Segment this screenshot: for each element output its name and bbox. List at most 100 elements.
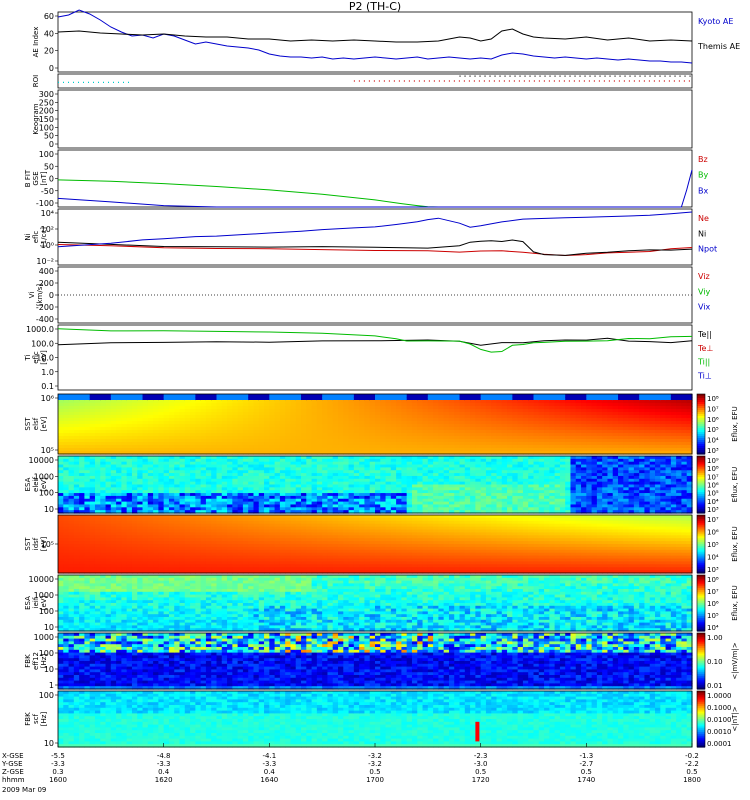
spectro-cell <box>353 394 360 398</box>
spectro-cell <box>496 406 503 410</box>
spectro-cell <box>353 433 360 437</box>
spectro-cell <box>332 397 339 401</box>
spectro-cell <box>322 439 329 443</box>
spectro-cell <box>89 451 96 455</box>
spectro-cell <box>655 439 661 443</box>
spectro-cell <box>63 481 70 486</box>
spectro-cell <box>301 418 307 422</box>
spectro-cell <box>443 418 450 422</box>
spectro-cell <box>147 442 154 446</box>
legend-label: Bz <box>698 155 708 164</box>
spectro-cell <box>544 442 550 446</box>
spectro-cell <box>480 409 487 413</box>
spectro-cell <box>639 451 646 455</box>
spectro-cell <box>116 498 122 503</box>
spectro-cell <box>338 409 344 413</box>
spectro-cell <box>322 418 329 422</box>
spectro-cell <box>227 400 233 404</box>
ylabel: [eV] <box>40 477 48 492</box>
spectro-cell <box>475 421 482 425</box>
spectro-cell <box>89 470 96 474</box>
spectro-cell <box>200 424 207 428</box>
spectro-cell <box>285 406 292 410</box>
spectro-cell <box>433 451 439 455</box>
spectro-cell <box>401 439 408 443</box>
spectro-cell <box>158 403 165 407</box>
ytick-label: 1.0 <box>41 368 54 377</box>
spectro-cell <box>68 473 75 477</box>
spectro-cell <box>63 473 70 477</box>
spectro-cell <box>264 430 270 434</box>
spectro-cell <box>79 498 86 503</box>
spectro-cell <box>126 487 133 491</box>
spectro-cell <box>163 439 170 443</box>
spectro-cell <box>126 461 133 466</box>
spectro-cell <box>353 430 360 434</box>
spectro-cell <box>94 445 101 449</box>
spectro-cell <box>396 409 403 413</box>
spectro-cell <box>110 430 117 434</box>
spectro-cell <box>586 448 593 452</box>
spectro-cell <box>63 493 70 497</box>
spectro-cell <box>84 510 91 514</box>
spectro-cell <box>306 418 313 422</box>
spectro-cell <box>58 464 64 468</box>
spectro-cell <box>338 427 344 431</box>
spectro-cell <box>322 424 329 428</box>
spectro-cell <box>147 421 154 425</box>
spectro-cell <box>338 430 344 434</box>
spectro-cell <box>232 424 239 428</box>
spectro-cell <box>470 433 476 437</box>
spectro-cell <box>369 448 376 452</box>
spectro-cell <box>121 439 128 443</box>
spectro-cell <box>501 433 508 437</box>
spectro-cell <box>633 451 640 455</box>
spectro-cell <box>380 409 387 413</box>
spectro-cell <box>63 501 70 506</box>
spectro-cell <box>438 439 445 443</box>
spectro-cell <box>68 445 75 449</box>
spectro-cell <box>538 400 545 404</box>
spectro-cell <box>73 424 80 428</box>
spectro-cell <box>94 507 101 511</box>
spectro-cell <box>512 430 519 434</box>
spectro-cell <box>242 442 249 446</box>
spectro-cell <box>205 436 212 440</box>
spectro-cell <box>211 448 218 452</box>
spectro-cell <box>58 433 64 437</box>
spectro-cell <box>232 430 239 434</box>
spectro-cell <box>184 445 191 449</box>
spectro-cell <box>68 430 75 434</box>
spectro-cell <box>168 403 175 407</box>
spectro-cell <box>596 433 603 437</box>
spectro-cell <box>216 439 223 443</box>
spectro-cell <box>227 421 233 425</box>
spectro-cell <box>364 439 371 443</box>
spectro-cell <box>602 445 609 449</box>
spectro-cell <box>390 451 397 455</box>
spectro-cell <box>105 475 112 480</box>
spectro-cell <box>464 442 471 446</box>
spectro-cell <box>649 436 656 440</box>
spectro-cell <box>89 418 96 422</box>
spectro-cell <box>485 400 492 404</box>
series-line-bx <box>57 169 693 208</box>
spectro-cell <box>649 397 656 401</box>
spectro-cell <box>591 421 598 425</box>
spectro-cell <box>274 394 281 398</box>
spectro-cell <box>195 394 202 398</box>
spectro-cell <box>174 439 181 443</box>
panel-frame <box>57 149 693 208</box>
spectro-cell <box>443 430 450 434</box>
spectro-cell <box>285 412 292 416</box>
panel-sst_i <box>55 514 693 574</box>
spectro-cell <box>73 481 80 486</box>
spectro-cell <box>364 436 371 440</box>
spectro-cell <box>612 418 619 422</box>
spectro-cell <box>295 436 302 440</box>
spectro-cell <box>205 409 212 413</box>
spectro-cell <box>316 439 323 443</box>
spectro-cell <box>68 456 75 460</box>
spectro-cell <box>401 421 408 425</box>
spectro-cell <box>528 448 535 452</box>
